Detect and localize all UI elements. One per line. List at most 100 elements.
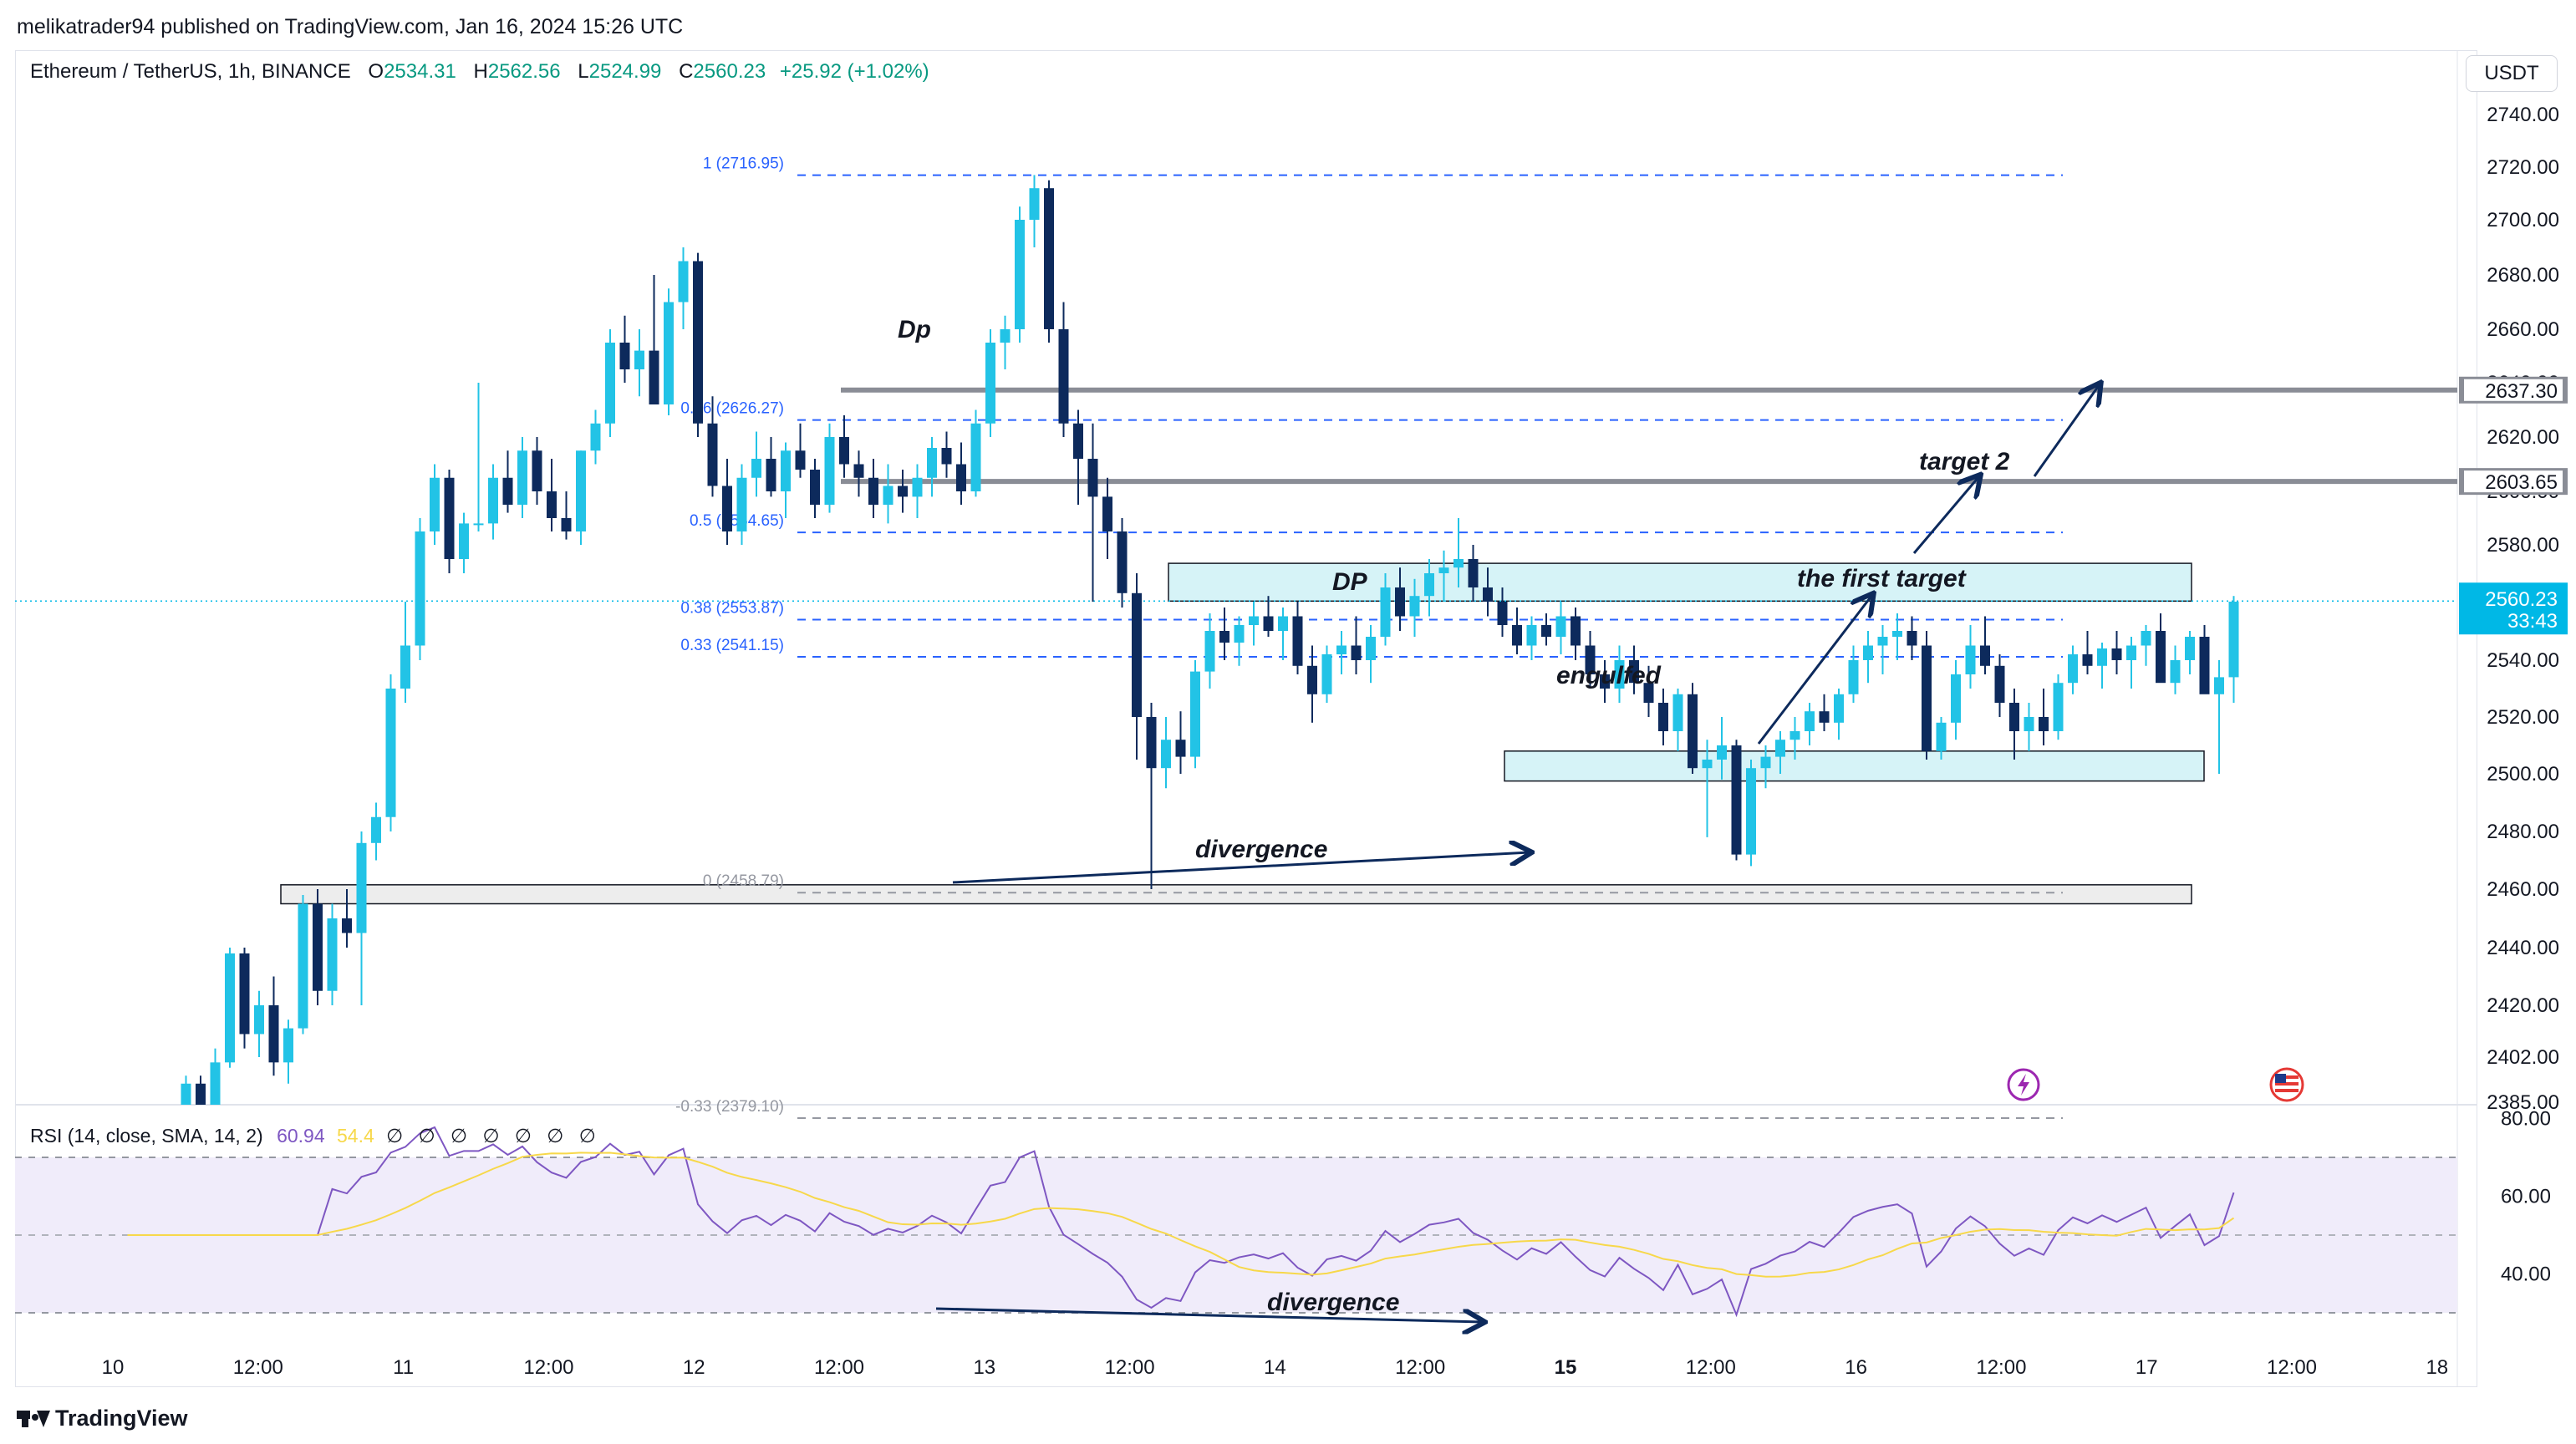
resistance-zone[interactable]: [1168, 562, 2192, 603]
candle[interactable]: [2156, 631, 2166, 684]
candle[interactable]: [517, 450, 527, 505]
candle[interactable]: [1087, 459, 1098, 497]
candle[interactable]: [2126, 645, 2136, 661]
rsi-sma-line[interactable]: [127, 1152, 2235, 1278]
candle[interactable]: [1643, 683, 1654, 703]
trend-arrow[interactable]: [952, 852, 1530, 884]
candle[interactable]: [1936, 722, 1947, 751]
candle[interactable]: [473, 523, 484, 526]
candle[interactable]: [868, 477, 878, 505]
candle[interactable]: [400, 645, 410, 689]
candle[interactable]: [1555, 616, 1566, 638]
candle[interactable]: [970, 423, 981, 491]
candle[interactable]: [547, 491, 557, 518]
candle[interactable]: [1219, 631, 1229, 643]
candle[interactable]: [1688, 694, 1698, 769]
candle[interactable]: [385, 689, 396, 817]
trend-arrow[interactable]: [1757, 595, 1872, 745]
candle[interactable]: [1146, 717, 1157, 769]
candle[interactable]: [736, 477, 747, 531]
candle[interactable]: [634, 350, 644, 369]
candle[interactable]: [1409, 596, 1420, 617]
candle[interactable]: [1483, 587, 1493, 602]
candle[interactable]: [1731, 745, 1742, 855]
candle[interactable]: [1571, 616, 1581, 646]
candle[interactable]: [225, 953, 235, 1063]
candle[interactable]: [795, 450, 806, 470]
candle[interactable]: [1249, 616, 1259, 626]
candle[interactable]: [1746, 768, 1756, 855]
candle[interactable]: [1760, 756, 1771, 769]
candle[interactable]: [1775, 740, 1785, 757]
candle[interactable]: [2024, 717, 2034, 731]
currency-button[interactable]: USDT: [2466, 55, 2558, 92]
candle[interactable]: [824, 437, 835, 505]
candle[interactable]: [1614, 660, 1625, 689]
candle[interactable]: [605, 343, 615, 424]
candle[interactable]: [1497, 602, 1508, 625]
candle[interactable]: [1585, 645, 1596, 675]
candle[interactable]: [1600, 674, 1610, 689]
candle[interactable]: [1058, 329, 1069, 424]
candle[interactable]: [415, 531, 425, 646]
rsi-label[interactable]: RSI (14, close, SMA, 14, 2): [30, 1125, 263, 1147]
candle[interactable]: [459, 523, 469, 559]
candle[interactable]: [2068, 654, 2078, 684]
candle[interactable]: [883, 486, 893, 506]
candle[interactable]: [1132, 592, 1142, 717]
candle[interactable]: [502, 477, 513, 505]
annotation-divergence-price[interactable]: divergence: [1195, 836, 1327, 863]
candle[interactable]: [239, 953, 250, 1035]
candle[interactable]: [2009, 703, 2019, 731]
symbol-label[interactable]: Ethereum / TetherUS, 1h, BINANCE: [30, 60, 351, 83]
annotation-dp-zone[interactable]: DP: [1332, 568, 1368, 596]
trend-arrow[interactable]: [1912, 476, 1979, 554]
candle[interactable]: [1351, 645, 1362, 661]
candle[interactable]: [1877, 637, 1888, 646]
annotation-dp[interactable]: Dp: [898, 316, 931, 343]
candle[interactable]: [898, 486, 908, 497]
candle[interactable]: [1000, 329, 1011, 343]
candle[interactable]: [313, 903, 323, 991]
us-flag-icon[interactable]: [2269, 1067, 2304, 1102]
annotation-engulfed[interactable]: engulfed: [1556, 662, 1662, 689]
candle[interactable]: [1424, 573, 1434, 597]
candle[interactable]: [1541, 625, 1551, 637]
candle[interactable]: [2185, 637, 2195, 660]
candle[interactable]: [1629, 660, 1639, 684]
candle[interactable]: [1292, 616, 1303, 666]
candle[interactable]: [1321, 654, 1332, 694]
candle[interactable]: [2082, 654, 2093, 666]
candle[interactable]: [371, 816, 381, 843]
candle[interactable]: [327, 918, 338, 991]
candle[interactable]: [356, 842, 367, 933]
candle[interactable]: [1994, 665, 2005, 703]
candle[interactable]: [2097, 648, 2107, 666]
candle[interactable]: [912, 477, 923, 497]
candle[interactable]: [298, 903, 308, 1029]
candle[interactable]: [1834, 694, 1844, 723]
candle[interactable]: [1951, 674, 1961, 723]
candle[interactable]: [1307, 665, 1317, 694]
candle[interactable]: [561, 518, 572, 531]
candle[interactable]: [956, 464, 966, 492]
candle[interactable]: [1468, 559, 1479, 587]
candle[interactable]: [1073, 423, 1083, 459]
candle[interactable]: [283, 1028, 293, 1063]
candle[interactable]: [649, 350, 659, 404]
candle[interactable]: [1263, 616, 1274, 632]
candle[interactable]: [781, 450, 791, 491]
candle[interactable]: [444, 477, 455, 559]
candle[interactable]: [2214, 677, 2224, 694]
candle[interactable]: [1789, 731, 1800, 740]
candle[interactable]: [488, 477, 498, 524]
candle[interactable]: [1863, 645, 1873, 661]
candle[interactable]: [1117, 531, 1128, 593]
candle[interactable]: [853, 464, 864, 478]
candle[interactable]: [2141, 631, 2151, 646]
candle[interactable]: [196, 1083, 206, 1129]
candle[interactable]: [722, 486, 732, 532]
candle[interactable]: [1366, 637, 1376, 660]
candle[interactable]: [664, 302, 674, 405]
